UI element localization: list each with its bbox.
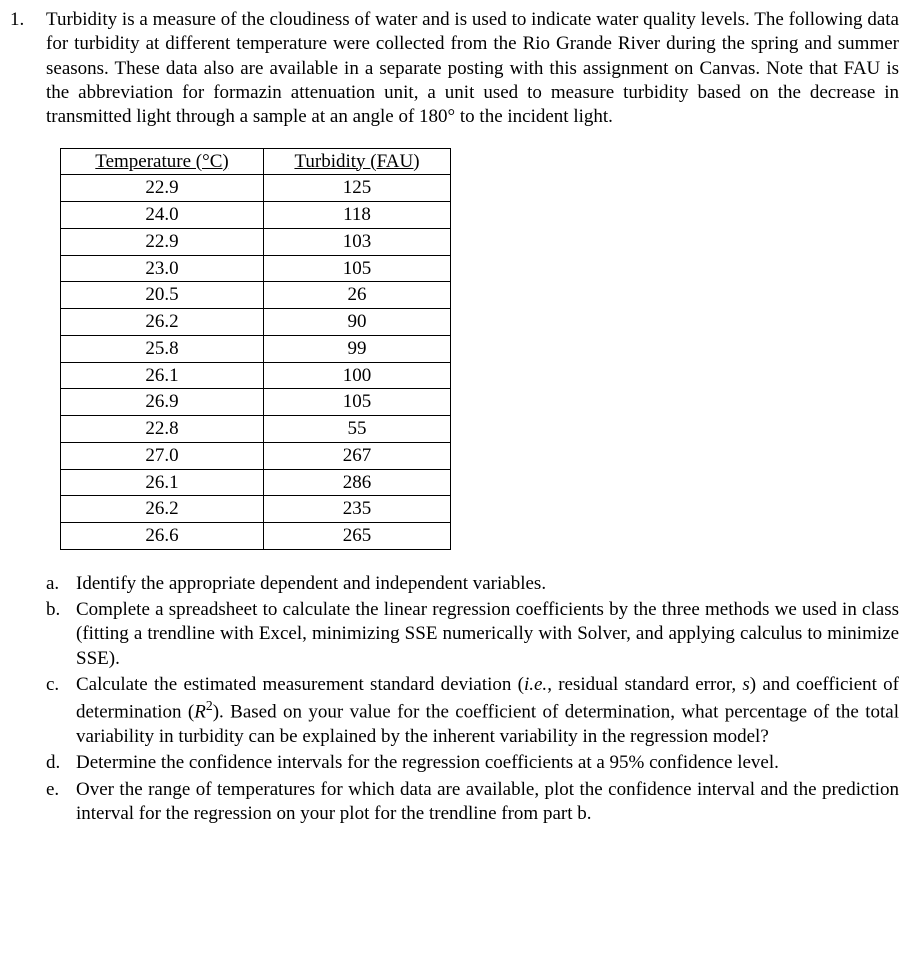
cell-turbidity: 105 <box>264 389 451 416</box>
subpart-text: Determine the confidence intervals for t… <box>76 751 899 775</box>
cell-temperature: 27.0 <box>61 442 264 469</box>
cell-temperature: 22.9 <box>61 228 264 255</box>
table-row: 26.2235 <box>61 496 451 523</box>
subpart-b: b. Complete a spreadsheet to calculate t… <box>46 598 899 671</box>
subpart-text: Identify the appropriate dependent and i… <box>76 572 899 596</box>
table-row: 26.290 <box>61 309 451 336</box>
cell-temperature: 22.8 <box>61 416 264 443</box>
cell-temperature: 22.9 <box>61 175 264 202</box>
table-row: 20.526 <box>61 282 451 309</box>
subpart-c: c. Calculate the estimated measurement s… <box>46 673 899 749</box>
cell-temperature: 26.9 <box>61 389 264 416</box>
cell-temperature: 26.6 <box>61 523 264 550</box>
cell-temperature: 23.0 <box>61 255 264 282</box>
table-row: 22.855 <box>61 416 451 443</box>
header-temperature: Temperature (°C) <box>61 148 264 175</box>
cell-turbidity: 286 <box>264 469 451 496</box>
cell-turbidity: 125 <box>264 175 451 202</box>
cell-turbidity: 105 <box>264 255 451 282</box>
subpart-text: Over the range of temperatures for which… <box>76 778 899 827</box>
header-turbidity: Turbidity (FAU) <box>264 148 451 175</box>
subpart-marker: a. <box>46 572 76 596</box>
page: 1. Turbidity is a measure of the cloudin… <box>0 0 917 848</box>
subpart-e: e. Over the range of temperatures for wh… <box>46 778 899 827</box>
cell-temperature: 26.2 <box>61 309 264 336</box>
table-row: 25.899 <box>61 335 451 362</box>
table-row: 26.6265 <box>61 523 451 550</box>
subpart-d: d. Determine the confidence intervals fo… <box>46 751 899 775</box>
data-table: Temperature (°C) Turbidity (FAU) 22.9125… <box>60 148 451 550</box>
cell-turbidity: 26 <box>264 282 451 309</box>
cell-turbidity: 265 <box>264 523 451 550</box>
subparts-list: a. Identify the appropriate dependent an… <box>46 572 899 826</box>
table-row: 26.1100 <box>61 362 451 389</box>
subpart-text: Complete a spreadsheet to calculate the … <box>76 598 899 671</box>
cell-temperature: 24.0 <box>61 202 264 229</box>
table-row: 23.0105 <box>61 255 451 282</box>
cell-turbidity: 235 <box>264 496 451 523</box>
subpart-marker: c. <box>46 673 76 749</box>
table-row: 27.0267 <box>61 442 451 469</box>
cell-temperature: 25.8 <box>61 335 264 362</box>
table-body: 22.912524.011822.910323.010520.52626.290… <box>61 175 451 550</box>
table-row: 22.9103 <box>61 228 451 255</box>
subpart-a: a. Identify the appropriate dependent an… <box>46 572 899 596</box>
table-row: 24.0118 <box>61 202 451 229</box>
cell-temperature: 26.2 <box>61 496 264 523</box>
subpart-text: Calculate the estimated measurement stan… <box>76 673 899 749</box>
question-block: 1. Turbidity is a measure of the cloudin… <box>10 8 899 828</box>
question-intro: Turbidity is a measure of the cloudiness… <box>46 8 899 130</box>
table-header-row: Temperature (°C) Turbidity (FAU) <box>61 148 451 175</box>
subpart-marker: d. <box>46 751 76 775</box>
cell-turbidity: 103 <box>264 228 451 255</box>
cell-turbidity: 55 <box>264 416 451 443</box>
cell-turbidity: 100 <box>264 362 451 389</box>
question-body: Turbidity is a measure of the cloudiness… <box>46 8 899 828</box>
cell-turbidity: 90 <box>264 309 451 336</box>
cell-turbidity: 118 <box>264 202 451 229</box>
subpart-marker: b. <box>46 598 76 671</box>
table-row: 26.9105 <box>61 389 451 416</box>
cell-turbidity: 267 <box>264 442 451 469</box>
cell-temperature: 26.1 <box>61 362 264 389</box>
table-row: 26.1286 <box>61 469 451 496</box>
cell-turbidity: 99 <box>264 335 451 362</box>
cell-temperature: 26.1 <box>61 469 264 496</box>
cell-temperature: 20.5 <box>61 282 264 309</box>
table-row: 22.9125 <box>61 175 451 202</box>
subpart-marker: e. <box>46 778 76 827</box>
question-number: 1. <box>10 8 46 828</box>
